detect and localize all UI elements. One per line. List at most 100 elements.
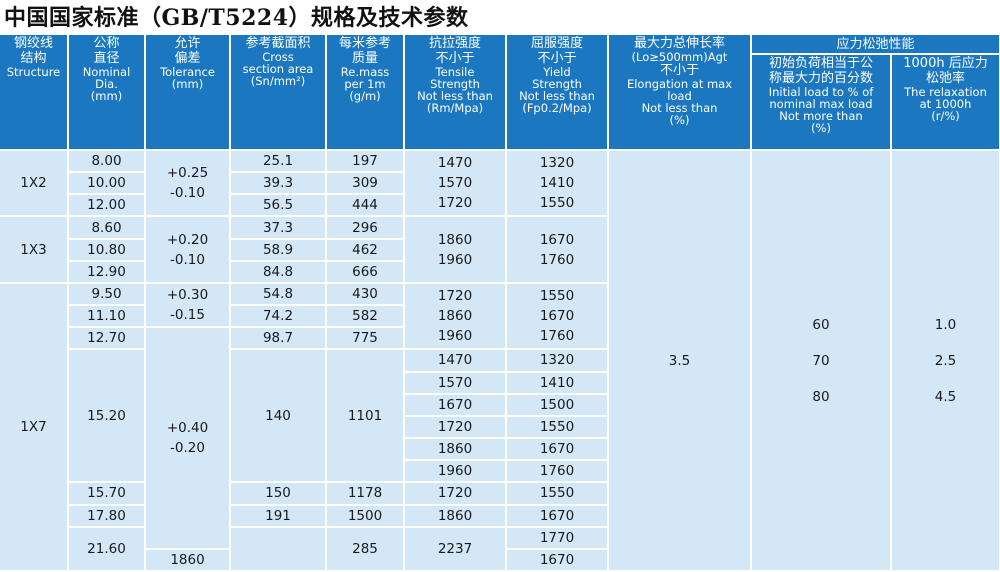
- tensile-value: 1860: [437, 308, 473, 325]
- header-elongation-en2-0: Elongation at max: [626, 77, 733, 91]
- header-relaxation-rate-cn-1: 松弛率: [926, 71, 966, 86]
- spec-table: 钢绞线 结构 Structure 公称 直径 Nominal Dia. (mm)…: [0, 35, 1000, 572]
- yield-cell: 1550 1670 1760: [506, 282, 609, 351]
- mass-cell: 666: [326, 260, 405, 284]
- yield-cell: 1670: [506, 504, 609, 528]
- header-area-cn-0: 参考截面积: [245, 36, 311, 51]
- diameter-cell: 8.00: [68, 150, 146, 174]
- header-relaxation-rate-en-1: at 1000h: [919, 97, 972, 111]
- diameter-cell: 21.60: [68, 526, 146, 572]
- area-cell: 58.9: [230, 238, 327, 262]
- diameter-cell: 12.00: [68, 194, 146, 218]
- initial-load-value: 80: [812, 388, 830, 405]
- diameter-cell: 12.90: [68, 260, 146, 284]
- yield-value: 1550: [539, 288, 575, 305]
- header-structure-en-0: Structure: [6, 65, 61, 79]
- yield-cell: 1670: [506, 438, 609, 462]
- yield-cell: 1670 1760: [506, 216, 609, 284]
- header-initial-load-en-0: Initial load to % of: [768, 85, 874, 99]
- mass-cell: 775: [326, 327, 405, 351]
- mass-cell: 444: [326, 194, 405, 218]
- tensile-cell: 1960: [404, 460, 507, 484]
- tolerance-upper: +0.40: [166, 420, 209, 437]
- mass-cell: 197: [326, 150, 405, 174]
- tolerance-lower: -0.15: [170, 307, 205, 324]
- diameter-cell: 10.00: [68, 172, 146, 196]
- header-tolerance: 允许 偏差 Tolerance (mm): [145, 35, 231, 151]
- structure-cell: 1X7: [0, 282, 69, 572]
- tolerance-lower: -0.20: [170, 440, 205, 457]
- header-initial-load-cn-1: 称最大力的百分数: [768, 71, 873, 86]
- header-area-en-2: (Sn/mm²): [250, 74, 306, 88]
- tensile-cell: 1570: [404, 371, 507, 395]
- table-row: 15.20 140 1101 1470 1320: [0, 349, 1000, 484]
- relaxation-rate-value: 4.5: [934, 388, 957, 405]
- header-area-en-1: section area: [242, 62, 314, 76]
- header-yield-cn-0: 屈服强度: [530, 36, 583, 51]
- header-elongation-en-0: (Lo≥500mm)Agt: [631, 50, 728, 64]
- tolerance-cell: [230, 526, 327, 572]
- area-cell: 150: [230, 482, 327, 506]
- mass-cell: 1101: [326, 349, 405, 484]
- header-elongation: 最大力总伸长率 (Lo≥500mm)Agt 不小于 Elongation at …: [608, 35, 752, 151]
- diameter-cell: 8.60: [68, 216, 146, 240]
- header-diameter-en-1: Dia.: [95, 77, 118, 91]
- area-cell: 285: [326, 526, 405, 572]
- mass-cell: 1500: [326, 504, 405, 528]
- initial-load-cell: 60 70 80: [751, 150, 892, 572]
- tolerance-cell: +0.20 -0.10: [145, 216, 231, 284]
- header-mass-cn-0: 每米参考: [338, 36, 391, 51]
- header-elongation-en2-1: load: [667, 89, 692, 103]
- tensile-value: 1960: [437, 251, 473, 268]
- mass-cell: 296: [326, 216, 405, 240]
- table-row: 1X3 8.60 +0.20 -0.10 37.3 296 1860 1960 …: [0, 216, 1000, 284]
- tolerance-lower: -0.10: [170, 251, 205, 268]
- header-tolerance-en-1: (mm): [171, 77, 204, 91]
- diameter-cell: 17.80: [68, 504, 146, 528]
- diameter-cell: 10.80: [68, 238, 146, 262]
- header-relaxation-group: 应力松弛性能: [751, 35, 1000, 55]
- area-cell: 39.3: [230, 172, 327, 196]
- header-initial-load-en-3: (%): [811, 121, 831, 135]
- tensile-value: 1570: [437, 175, 473, 192]
- yield-cell: 1320 1410 1550: [506, 150, 609, 218]
- yield-value: 1760: [539, 328, 575, 345]
- area-cell: 37.3: [230, 216, 327, 240]
- area-cell: 140: [230, 349, 327, 484]
- table-row: 1X2 8.00 +0.25 -0.10 25.1 197 1470 1570 …: [0, 150, 1000, 572]
- yield-cell: 1670: [506, 548, 609, 572]
- header-initial-load-en-2: Not more than: [779, 109, 863, 123]
- tolerance-upper: +0.25: [166, 165, 209, 182]
- page-title: 中国国家标准（GB/T5224）规格及技术参数: [4, 5, 469, 31]
- header-tolerance-cn-1: 偏差: [174, 51, 201, 66]
- table-row: 1860 1670: [0, 438, 1000, 462]
- mass-cell: 430: [326, 282, 405, 307]
- table-row: 10.80 58.9 462: [0, 238, 1000, 262]
- header-structure-cn-1: 结构: [20, 51, 47, 66]
- header-initial-load-en-1: nominal max load: [769, 97, 873, 111]
- header-tensile-en-1: Strength: [430, 77, 480, 91]
- area-cell: 191: [230, 504, 327, 528]
- diameter-cell: 12.70: [68, 327, 146, 351]
- header-yield-cn-1: 不小于: [537, 51, 577, 66]
- structure-cell: 1X3: [0, 216, 69, 284]
- yield-value: 1760: [539, 251, 575, 268]
- tensile-cell: 1860 1960: [404, 216, 507, 284]
- yield-cell: 1760: [506, 460, 609, 484]
- tensile-cell: 1720: [404, 415, 507, 440]
- header-tensile-en-2: Not less than: [417, 89, 493, 103]
- header-mass-en-2: (g/m): [349, 89, 381, 103]
- header-tolerance-en-0: Tolerance: [160, 65, 215, 79]
- table-row: 17.80 191 1500 1860 1670: [0, 504, 1000, 528]
- header-tensile-en-0: Tensile: [435, 65, 475, 79]
- diameter-cell: 15.20: [68, 349, 146, 484]
- header-diameter-en-2: (mm): [90, 89, 123, 103]
- initial-load-value: 60: [812, 316, 830, 333]
- yield-value: 1670: [539, 308, 575, 325]
- table-row: 21.60 285 2237 1770 1590: [0, 526, 1000, 572]
- tensile-cell: 1470 1570 1720: [404, 150, 507, 218]
- mass-cell: 1178: [326, 482, 405, 506]
- table-row: 12.00 56.5 444: [0, 194, 1000, 218]
- header-relaxation-rate: 1000h 后应力 松弛率 The relaxation at 1000h (r…: [891, 54, 1000, 151]
- yield-value: 1410: [539, 175, 575, 192]
